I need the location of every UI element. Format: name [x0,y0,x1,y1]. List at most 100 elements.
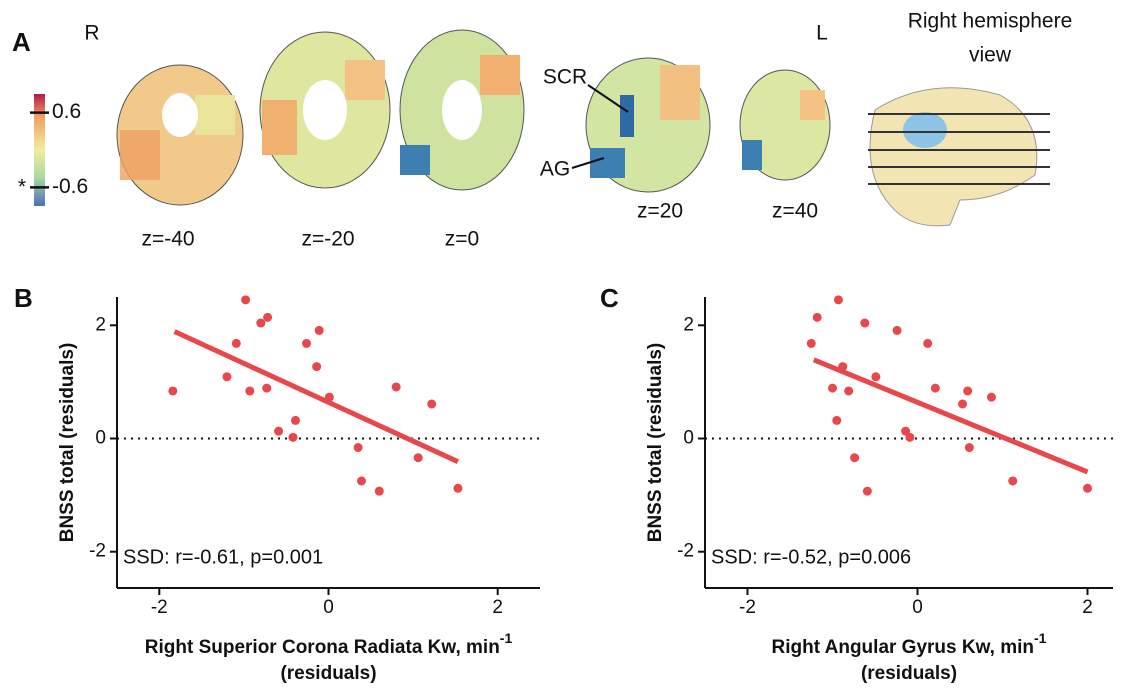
point [850,453,860,463]
region-label: AG [540,158,570,181]
fit-line [173,329,459,464]
point [860,318,870,328]
y-axis-label: BNSS total (residuals) [57,343,78,543]
x-axis-label: Right Superior Corona Radiata Kw, min-1 [145,630,513,658]
fit-line [812,357,1089,475]
x-tick-label: 0 [323,597,334,618]
x-axis-label-line2: (residuals) [280,663,376,684]
x-tick-label: 0 [912,597,923,618]
y-tick-label: -2 [677,541,694,562]
y-tick-label: 0 [683,428,694,449]
point [806,338,816,348]
x-tick-label: 2 [1082,597,1093,618]
point [245,386,255,396]
point [222,372,232,382]
point [871,372,881,382]
x-axis-label-line2: (residuals) [861,663,957,684]
point [905,432,915,442]
region-label: SCR [543,66,587,89]
point [262,383,272,393]
x-axis-label-text: Right Angular Gyrus Kw, min [772,637,1035,658]
region [262,100,297,155]
annotation: SSD: r=-0.61, p=0.001 [123,546,323,568]
panel-label: C [600,283,619,313]
point [291,415,301,425]
point [256,318,266,328]
point [844,386,854,396]
side-label: L [816,22,828,45]
colorbar-tick-label: 0.6 [52,100,81,123]
point [833,295,843,305]
slice-label: z=20 [637,200,683,223]
point [391,382,401,392]
region [195,95,235,135]
region [162,93,198,137]
view-title: view [969,44,1012,67]
point [288,432,298,442]
region [742,140,762,170]
point [168,386,178,396]
y-axis-label: BNSS total (residuals) [645,343,666,543]
x-tick-label: 2 [492,597,503,618]
colorbar-tick-label: -0.6 [52,175,88,198]
point [241,295,251,305]
colorbar-marker: * [18,176,26,199]
point [374,486,384,496]
point [263,312,273,322]
annotation: SSD: r=-0.52, p=0.006 [711,546,911,568]
side-label: R [84,22,99,45]
point [963,386,973,396]
region [800,90,825,120]
point [1083,483,1092,493]
colorbar [34,94,45,206]
y-tick-label: -2 [89,541,106,562]
slice-label: z=-20 [301,228,354,251]
point [231,338,241,348]
region [660,65,700,120]
slice-label: z=40 [772,200,818,223]
point [353,443,363,453]
point [930,383,940,393]
view-title: Right hemisphere [908,10,1073,33]
point [302,338,312,348]
point [453,483,463,493]
point [862,486,872,496]
pointer [587,84,629,113]
point [892,325,902,335]
region [400,145,430,175]
x-tick-label: -2 [739,597,756,618]
x-axis-label-superscript: -1 [1034,630,1047,646]
x-axis-label: Right Angular Gyrus Kw, min-1 [772,630,1047,658]
point [832,415,842,425]
point [314,325,324,335]
x-axis-label-superscript: -1 [500,630,513,646]
point [923,338,933,348]
point [958,399,968,409]
point [427,399,437,409]
point [986,392,996,402]
point [274,426,284,436]
panel-label: B [14,283,33,313]
point [964,443,974,453]
x-axis-label-text: Right Superior Corona Radiata Kw, min [145,637,500,658]
region [480,55,520,95]
y-tick-label: 2 [95,314,106,335]
point [413,453,423,463]
brain-3d [869,87,1038,227]
y-tick-label: 2 [683,314,694,335]
region [120,130,160,180]
y-tick-label: 0 [95,428,106,449]
slice-label: z=-40 [141,228,194,251]
x-tick-label: -2 [151,597,168,618]
point [1008,476,1018,486]
region [303,80,347,140]
region [442,80,482,140]
pointer [571,157,605,169]
region [903,112,947,148]
point [356,476,366,486]
slice-label: z=0 [445,228,479,251]
point [812,312,822,322]
region [345,60,385,100]
